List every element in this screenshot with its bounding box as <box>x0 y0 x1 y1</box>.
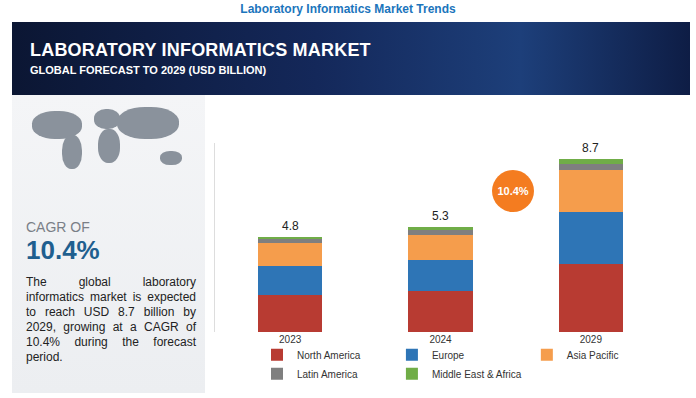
html-text:GLOBAL FORECAST TO 2029 (USD B: GLOBAL FORECAST TO 2029 (USD BILLION) <box>30 64 267 76</box>
svg-text:North America: North America <box>297 350 361 361</box>
html-text:10.4%: 10.4% <box>497 185 529 197</box>
svg-text:Middle East & Africa: Middle East & Africa <box>432 369 522 380</box>
svg-text:2029: 2029 <box>580 334 603 345</box>
html-text:CAGR OF: CAGR OF <box>26 219 90 235</box>
svg-text:Europe: Europe <box>432 350 465 361</box>
svg-text:2024: 2024 <box>429 334 452 345</box>
svg-text:5.3: 5.3 <box>432 209 449 223</box>
svg-text:2023: 2023 <box>279 334 302 345</box>
html-text:Laboratory Informatics Market: Laboratory Informatics Market Trends <box>240 2 456 16</box>
html-text:LABORATORY INFORMATICS MARKET: LABORATORY INFORMATICS MARKET <box>30 40 371 60</box>
html-text:The global laboratory informat: The global laboratory informatics market… <box>26 275 196 364</box>
svg-text:4.8: 4.8 <box>282 219 299 233</box>
html-text:10.4%: 10.4% <box>26 235 100 265</box>
svg-text:8.7: 8.7 <box>582 141 599 155</box>
svg-text:Latin America: Latin America <box>297 369 358 380</box>
svg-text:Asia Pacific: Asia Pacific <box>567 350 619 361</box>
